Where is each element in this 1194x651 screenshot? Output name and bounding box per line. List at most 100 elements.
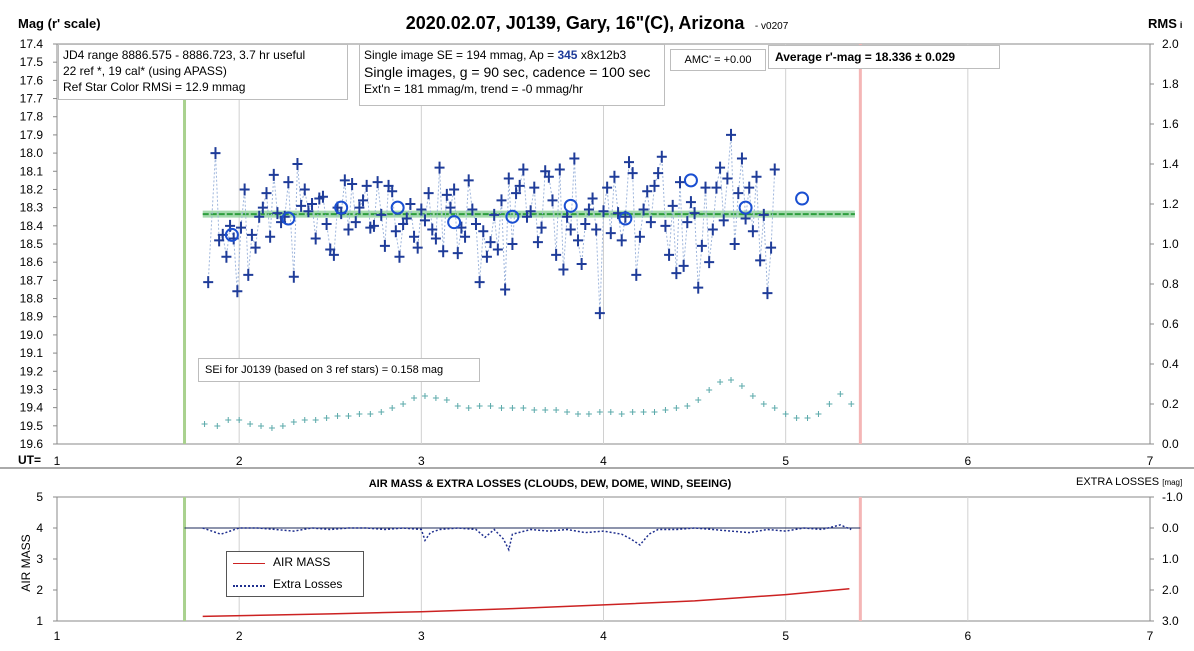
single-image-point [591,223,602,236]
binned-point [563,198,578,213]
rms-point [749,393,756,399]
rms-point [247,421,254,427]
single-image-point [722,172,733,185]
single-images-text: Single images, g = 90 sec, cadence = 100… [364,64,651,80]
single-image-point [254,210,265,223]
single-image-point [514,179,525,192]
single-image-point [616,234,627,247]
single-image-point [430,232,441,245]
single-image-point [492,243,503,256]
binned-point [683,173,698,188]
single-image-point [361,179,372,192]
single-image-point [317,190,328,203]
extra-losses-label: EXTRA LOSSES [1076,476,1160,488]
rms-point [465,405,472,411]
jd-range-text: JD4 range 8886.575 - 8886.723, 3.7 hr us… [63,48,306,62]
single-image-point [667,199,678,212]
aperture-value: 345 [557,48,578,62]
legend-airmass-swatch [233,563,265,564]
mag-tick-label: 18.5 [20,237,44,251]
single-image-point [511,187,522,200]
single-image-point [653,167,664,180]
rms-point [804,415,811,421]
rms-tick-label: 1.8 [1162,77,1179,91]
single-image-point [339,174,350,187]
se-suffix: x8x12b3 [577,48,627,62]
single-image-point [434,161,445,174]
single-image-point [221,250,232,263]
rms-point [760,401,767,407]
single-image-point [529,181,540,194]
single-image-point [438,245,449,258]
air-mass-axis-title: AIR MASS [19,534,33,592]
single-image-point [707,223,718,236]
single-image-point [718,214,729,227]
single-image-point [543,170,554,183]
single-image-point [288,270,299,283]
airmass-tick-label: 4 [36,521,43,535]
rms-tick-label: 0.4 [1162,357,1179,371]
single-image-point [358,194,369,207]
rms-point [673,405,680,411]
single-image-point [518,163,529,176]
airmass-tick-label: 1 [36,614,43,628]
single-image-point [551,248,562,261]
airmass-tick-label: 3 [36,552,43,566]
jd-info-box: JD4 range 8886.575 - 8886.723, 3.7 hr us… [58,44,348,100]
rms-tick-label: 0.2 [1162,397,1179,411]
single-image-point [638,203,649,216]
mag-tick-label: 19.1 [20,346,44,360]
mag-tick-label: 19.3 [20,382,44,396]
rms-point [411,395,418,401]
single-image-point [664,248,675,261]
airmass-tick-label: 2 [36,583,43,597]
single-image-point [445,201,456,214]
single-image-point [412,241,423,254]
single-image-point [401,212,412,225]
extinction-text: Ext'n = 181 mmag/m, trend = -0 mmag/hr [364,82,584,96]
rms-point [542,407,549,413]
single-image-point [478,225,489,238]
single-image-point [525,205,536,218]
rms-point [201,421,208,427]
single-image-point [423,187,434,200]
rms-point [520,405,527,411]
rms-point [782,411,789,417]
single-image-point [246,228,257,241]
rms-point [367,411,374,417]
legend-losses-swatch [233,585,265,587]
single-image-point [210,147,221,160]
single-image-point [390,225,401,238]
ut-label: UT= [18,453,42,467]
upper-x-tick-label: 2 [236,454,243,468]
rms-tick-label: 1.0 [1162,237,1179,251]
single-image-point [427,223,438,236]
rms-tick-label: 0.6 [1162,317,1179,331]
single-image-point [272,207,283,220]
air-mass-line [202,588,850,618]
extra-losses-axis-title: EXTRA LOSSES [mag] [1076,476,1182,488]
rms-point [738,383,745,389]
mag-tick-label: 19.5 [20,419,44,433]
single-image-point [769,163,780,176]
single-image-point [675,176,686,189]
single-image-point [343,223,354,236]
single-image-point [762,287,773,300]
mag-tick-label: 18.2 [20,182,44,196]
rms-point [717,379,724,385]
sei-text: SEi for J0139 (based on 3 ref stars) = 0… [205,364,444,376]
single-image-point [489,208,500,221]
single-image-point [758,208,769,221]
rms-point [596,409,603,415]
rms-point [509,405,516,411]
rms-point [323,415,330,421]
single-image-point [736,152,747,165]
single-image-se-text: Single image SE = 194 mmag, Ap = 345 x8x… [364,47,660,64]
binned-point [281,211,296,226]
rms-point [651,409,658,415]
rms-point [728,377,735,383]
mag-tick-label: 19.2 [20,364,44,378]
amc-box: AMC' = +0.00 [670,49,766,71]
single-image-point [507,238,518,250]
single-image-point [474,276,485,289]
